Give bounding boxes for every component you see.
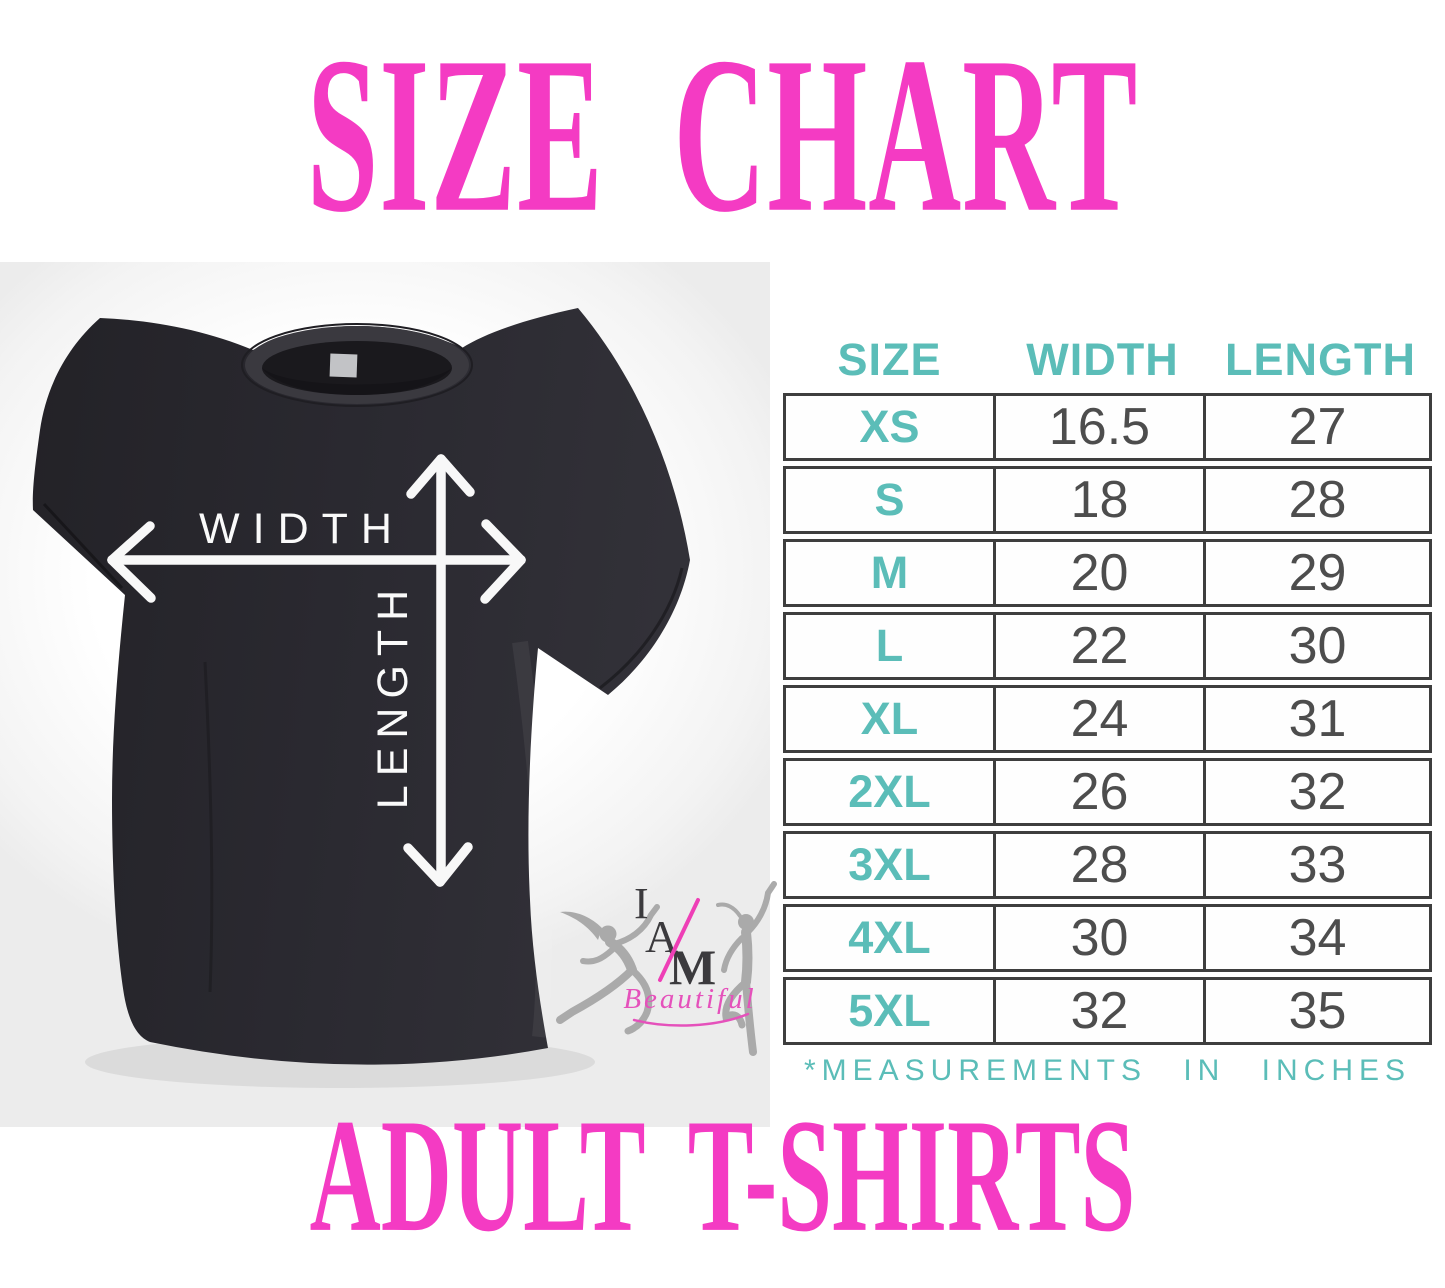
size-table: SIZE WIDTH LENGTH XS 16.5 27 S 18 28 M 20 29 L 22 3… (783, 330, 1432, 1088)
logo-letter-i: I (634, 879, 649, 928)
cell-size: 5XL (848, 985, 931, 1036)
logo-slash (658, 898, 700, 982)
cell-width: 16.5 (993, 396, 1206, 458)
collar-opening (262, 341, 452, 395)
page-subtitle: ADULT T-SHIRTS (309, 1086, 1136, 1267)
table-row: 2XL 26 32 (783, 758, 1432, 826)
tshirt-body (32, 308, 690, 1065)
dancer-silhouette-right-icon (716, 881, 777, 1056)
fabric-fold (203, 661, 214, 993)
table-row: S 18 28 (783, 466, 1432, 534)
cell-length: 30 (1288, 617, 1347, 675)
cell-size: XS (859, 401, 920, 452)
fabric-highlight (512, 640, 552, 1038)
length-arrow (403, 454, 475, 887)
table-row: XL 24 31 (783, 685, 1432, 753)
width-arrow (107, 519, 526, 604)
cell-size: 3XL (848, 839, 931, 890)
cell-size: XL (860, 693, 919, 744)
table-row: XS 16.5 27 (783, 393, 1432, 461)
cell-length: 28 (1288, 471, 1347, 529)
cell-length: 35 (1288, 982, 1347, 1040)
cell-width: 20 (993, 542, 1206, 604)
cell-length: 34 (1288, 909, 1347, 967)
table-row: M 20 29 (783, 539, 1432, 607)
tshirt-measurement-diagram: WIDTH LENGTH (32, 308, 690, 1088)
column-header-width: WIDTH (1026, 334, 1179, 385)
cell-width: 24 (993, 688, 1206, 750)
cell-width: 32 (993, 980, 1206, 1042)
dancer-silhouette-left-icon (556, 904, 660, 1035)
column-header-size: SIZE (837, 334, 942, 385)
table-row: L 22 30 (783, 612, 1432, 680)
cell-size: 2XL (848, 766, 931, 817)
cell-size: 4XL (848, 912, 931, 963)
cell-width: 28 (993, 834, 1206, 896)
size-table-rows: XS 16.5 27 S 18 28 M 20 29 L 22 30 XL 24 31 2XL 26 32 3XL 2… (783, 393, 1432, 1045)
cell-size: S (874, 474, 905, 525)
cell-width: 26 (993, 761, 1206, 823)
cell-length: 32 (1288, 763, 1347, 821)
cell-length: 27 (1288, 398, 1347, 456)
column-header-length: LENGTH (1225, 334, 1416, 385)
collar-inner-shadow (262, 368, 452, 395)
width-arrow-label: WIDTH (199, 505, 405, 553)
logo-flourish (632, 1012, 750, 1027)
length-arrow-label: LENGTH (369, 581, 417, 809)
page-title: SIZE CHART (306, 11, 1139, 260)
brand-logo: I A M Beautiful (556, 879, 777, 1056)
cell-length: 33 (1288, 836, 1347, 894)
measurements-footnote: *MEASUREMENTS IN INCHES (803, 1054, 1412, 1087)
cell-length: 29 (1288, 544, 1347, 602)
cell-size: M (870, 547, 909, 598)
logo-script: Beautiful (623, 983, 756, 1015)
table-row: 4XL 30 34 (783, 904, 1432, 972)
size-table-header: SIZE WIDTH LENGTH (783, 330, 1432, 390)
table-row: 3XL 28 33 (783, 831, 1432, 899)
cell-size: L (875, 620, 904, 671)
cell-width: 22 (993, 615, 1206, 677)
collar-stitch (241, 323, 473, 407)
sleeve-seam-right (599, 567, 684, 690)
collar-tag (329, 353, 358, 378)
sleeve-seam-left (42, 502, 124, 590)
cell-width: 18 (993, 469, 1206, 531)
cell-length: 31 (1288, 690, 1347, 748)
table-row: 5XL 32 35 (783, 977, 1432, 1045)
cell-width: 30 (993, 907, 1206, 969)
